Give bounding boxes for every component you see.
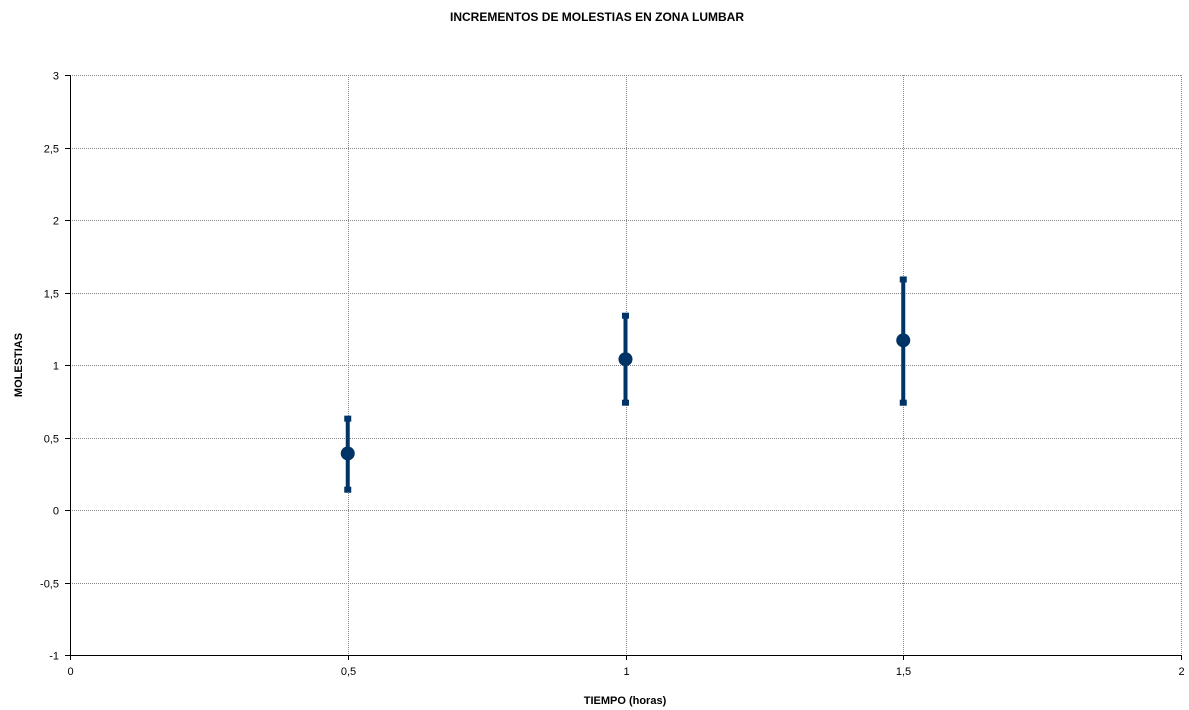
error-cap-high <box>344 415 352 422</box>
y-axis-title: MOLESTIAS <box>13 333 25 397</box>
x-tick-label: 0 <box>67 666 73 678</box>
data-point <box>896 333 911 348</box>
y-tick-label: 0 <box>53 506 59 518</box>
x-tick-label: 1,5 <box>896 666 911 678</box>
y-tick-label: 1,5 <box>44 289 59 301</box>
chart-title: INCREMENTOS DE MOLESTIAS EN ZONA LUMBAR <box>450 10 744 24</box>
error-cap-high <box>899 276 907 283</box>
y-tick-label: -1 <box>49 651 59 663</box>
y-tick-label: -0,5 <box>40 579 59 591</box>
x-axis-title: TIEMPO (horas) <box>584 695 667 707</box>
data-point <box>618 352 633 367</box>
error-cap-low <box>622 399 629 406</box>
error-cap-high <box>622 312 629 319</box>
error-cap-low <box>344 486 352 493</box>
y-tick-label: 1 <box>53 361 59 373</box>
error-cap-low <box>899 399 907 406</box>
x-tick-label: 2 <box>1178 666 1184 678</box>
y-tick-label: 2,5 <box>44 144 59 156</box>
data-point <box>340 446 355 461</box>
y-tick-label: 3 <box>53 71 59 83</box>
x-tick-label: 1 <box>623 666 629 678</box>
x-tick-label: 0,5 <box>341 666 356 678</box>
y-tick-label: 0,5 <box>44 434 59 446</box>
y-tick-label: 2 <box>53 216 59 228</box>
plot-area: -1 -0,5 0 0,5 1 1,5 2 2,5 3 0 0,5 1 1,5 2 <box>40 71 1185 679</box>
